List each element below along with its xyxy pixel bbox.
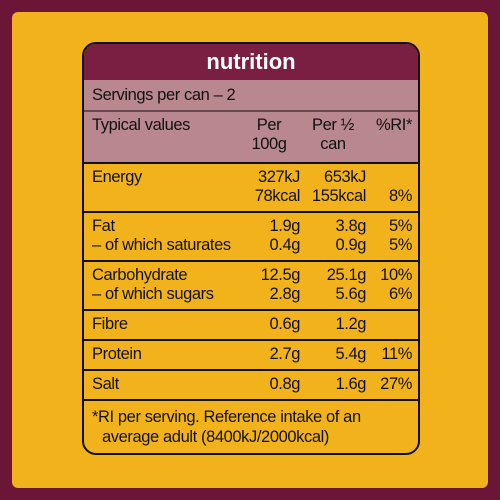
row-line: – of which saturates 0.4g 0.9g 5% [92, 236, 412, 255]
row-line: Energy 327kJ 653kJ [92, 168, 412, 187]
row-label: – of which saturates [92, 236, 231, 254]
header-row: Typical values Per 100g Per ½ can %RI* [84, 112, 418, 164]
header-text: Typical values [92, 116, 191, 134]
footnote-line: *RI per serving. Reference intake of an [92, 408, 361, 426]
row-value: 5.6g [335, 285, 366, 303]
row-value: 6% [388, 285, 412, 303]
row-line: – of which sugars 2.8g 5.6g 6% [92, 285, 412, 304]
header-text: can [320, 135, 346, 153]
row-group: Carbohydrate 12.5g 25.1g 10% – of which suga… [84, 262, 418, 311]
row-value: 5% [388, 217, 412, 235]
nutrition-panel: nutrition Servings per can – 2 Typical v… [82, 42, 420, 455]
header-text: %RI* [376, 116, 412, 134]
servings: Servings per can – 2 [84, 80, 418, 112]
row-value: 2.7g [269, 345, 300, 363]
row-value: 3.8g [335, 217, 366, 235]
row-value: 5.4g [335, 345, 366, 363]
row-value: 155kcal [311, 187, 366, 205]
empty-cell [366, 315, 412, 334]
empty-cell [366, 168, 412, 187]
row-label: Protein [92, 345, 142, 363]
row-line: 78kcal 155kcal 8% [92, 187, 413, 206]
row-label: Carbohydrate [92, 266, 188, 284]
row-group: Fibre 0.6g 1.2g [84, 311, 418, 341]
row-value: 0.4g [269, 236, 300, 254]
header-text: 100g [251, 135, 287, 153]
row-value: 10% [380, 266, 412, 284]
row-value: 0.8g [269, 375, 300, 393]
row-label: Salt [92, 375, 119, 393]
row-label: Fat [92, 217, 115, 235]
empty-cell [92, 187, 238, 206]
row-value: 2.8g [269, 285, 300, 303]
header-cell: Per 100g [238, 116, 300, 154]
row-value: 1.2g [335, 315, 366, 333]
row-group: Fat 1.9g 3.8g 5% – of which saturates 0.4g 0.9… [84, 213, 418, 262]
header-cell: %RI* [366, 116, 412, 154]
row-value: 27% [380, 375, 412, 393]
row-group: Protein 2.7g 5.4g 11% [84, 341, 418, 371]
row-label: Fibre [92, 315, 128, 333]
row-label: Energy [92, 168, 142, 186]
row-line: Fat 1.9g 3.8g 5% [92, 217, 412, 236]
row-value: 0.6g [269, 315, 300, 333]
row-group: Salt 0.8g 1.6g 27% [84, 371, 418, 401]
row-value: 25.1g [326, 266, 367, 284]
header-cell: Typical values [92, 116, 238, 154]
row-value: 327kJ [257, 168, 300, 186]
row-value: 11% [381, 345, 412, 363]
header-text: Per ½ [311, 116, 355, 134]
row-value: 1.9g [269, 217, 300, 235]
row-value: 653kJ [323, 168, 366, 186]
header-text: Per [256, 116, 282, 134]
header-cell: Per ½ can [300, 116, 366, 154]
rows: Energy 327kJ 653kJ 78kcal 155kcal 8% Fat 1.9g 3.… [84, 164, 418, 401]
row-value: 12.5g [260, 266, 301, 284]
row-value: 0.9g [335, 236, 366, 254]
row-line: Protein 2.7g 5.4g 11% [92, 345, 412, 364]
title: nutrition [84, 44, 418, 80]
row-value: 1.6g [335, 375, 366, 393]
row-line: Fibre 0.6g 1.2g [92, 315, 412, 334]
footnote: *RI per serving. Reference intake of an a… [84, 401, 418, 453]
row-value: 78kcal [254, 187, 301, 205]
row-value: 8% [388, 187, 412, 205]
row-line: Carbohydrate 12.5g 25.1g 10% [92, 266, 412, 285]
row-label: – of which sugars [92, 285, 214, 303]
footnote-line: average adult (8400kJ/2000kcal) [102, 428, 330, 446]
row-value: 5% [388, 236, 412, 254]
row-group: Energy 327kJ 653kJ 78kcal 155kcal 8% [84, 164, 418, 213]
row-line: Salt 0.8g 1.6g 27% [92, 375, 412, 394]
